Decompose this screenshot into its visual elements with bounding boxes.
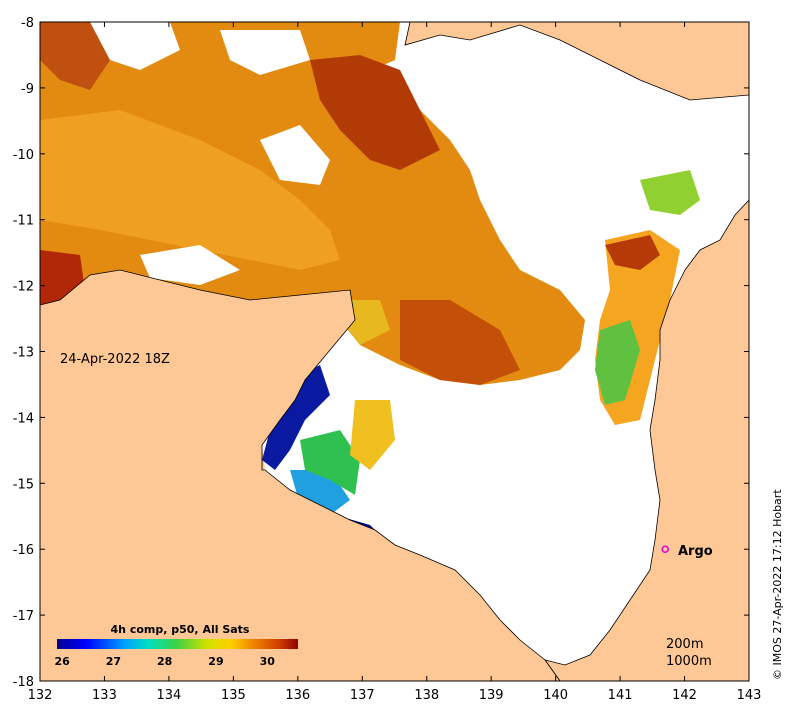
sst-orange-band: [40, 110, 340, 270]
depth-200m-label: 200m: [666, 637, 703, 652]
colorbar: 4h comp, p50, All Sats 26 27 28 29 30: [54, 623, 298, 668]
y-tick-label: -9: [21, 82, 34, 97]
sst-dark-nw: [40, 22, 110, 90]
credit-label: © IMOS 27-Apr-2022 17:12 Hobart: [771, 489, 784, 680]
sst-east-red: [605, 235, 660, 270]
cloud-gap-3: [260, 125, 330, 185]
x-tick-label: 134: [156, 688, 181, 703]
sst-yellow-patch-2: [345, 300, 390, 345]
colorbar-ramp: [57, 639, 298, 649]
cape-york-land: [544, 95, 749, 681]
x-tick-label: 133: [92, 688, 117, 703]
y-tick-label: -10: [13, 148, 34, 163]
y-tick-label: -18: [13, 675, 34, 690]
sst-green-coast: [300, 430, 360, 495]
x-tick-label: 140: [543, 688, 568, 703]
sst-cold-coast: [262, 365, 330, 470]
x-tick-label: 139: [479, 688, 504, 703]
colorbar-tick-label: 29: [208, 655, 223, 668]
sst-east-green: [595, 320, 640, 405]
gulf-south-land: [40, 269, 561, 681]
y-tick-label: -11: [13, 214, 34, 229]
x-tick-label: 138: [414, 688, 439, 703]
y-tick-label: -8: [21, 16, 34, 31]
argo-label: Argo: [678, 544, 713, 559]
y-tick-label: -12: [13, 280, 34, 295]
x-tick-label: 137: [350, 688, 375, 703]
colorbar-title: 4h comp, p50, All Sats: [111, 623, 250, 636]
sst-hot-patch: [310, 55, 440, 170]
date-label: 24-Apr-2022 18Z: [60, 352, 170, 367]
x-axis: 132 133 134 135 136 137 138 139 140 141 142 143: [28, 22, 762, 703]
x-tick-label: 135: [221, 688, 246, 703]
cloud-gap-4: [140, 245, 240, 285]
colorbar-tick-label: 28: [157, 655, 172, 668]
png-land: [404, 22, 749, 101]
x-tick-label: 142: [672, 688, 697, 703]
x-tick-label: 143: [737, 688, 762, 703]
y-tick-label: -14: [13, 411, 34, 426]
sst-warm-north: [40, 22, 585, 385]
sst-east-green-2: [640, 170, 700, 215]
y-tick-label: -17: [13, 609, 34, 624]
colorbar-ticks: 26 27 28 29 30: [54, 655, 275, 668]
x-tick-label: 136: [285, 688, 310, 703]
map-layers: [40, 22, 749, 681]
colorbar-tick-label: 30: [260, 655, 276, 668]
colorbar-tick-label: 27: [106, 655, 121, 668]
y-tick-label: -16: [13, 543, 34, 558]
y-axis: -8 -9 -10 -11 -12 -13 -14 -15 -16 -17 -18: [13, 16, 749, 690]
depth-1000m-label: 1000m: [666, 654, 712, 669]
x-tick-label: 132: [28, 688, 53, 703]
y-tick-label: -15: [13, 477, 34, 492]
x-tick-label: 141: [608, 688, 633, 703]
sst-hot-patch-2: [400, 300, 520, 385]
cloud-gap-2: [220, 30, 310, 75]
cloud-gap-1: [90, 22, 180, 70]
argo-marker[interactable]: [661, 545, 669, 553]
y-tick-label: -13: [13, 346, 34, 361]
colorbar-tick-label: 26: [54, 655, 70, 668]
sst-yellow-patch: [350, 400, 395, 470]
